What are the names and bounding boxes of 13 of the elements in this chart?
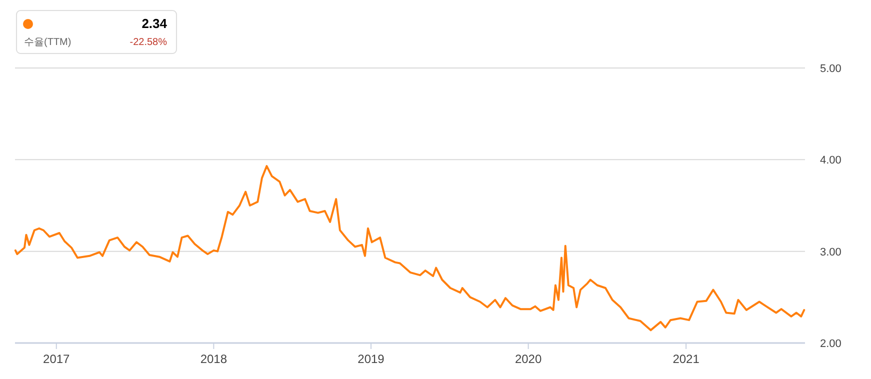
line-series [14,165,806,332]
x-tick-label: 2017 [43,352,70,366]
text: -22.58% [130,37,168,48]
x-tick-label: 2019 [358,352,385,366]
y-tick-label: 2.00 [820,338,842,350]
text: 수율(TTM) [24,37,72,48]
x-tick-label: 2018 [200,352,228,366]
x-tick-label: 2021 [672,352,700,366]
x-tick-label: 2020 [514,352,542,366]
text: 2.34 [142,16,168,31]
y-tick-label: 3.00 [820,246,842,258]
y-tick-label: 5.00 [820,63,842,75]
y-tick-label: 4.00 [820,154,842,167]
